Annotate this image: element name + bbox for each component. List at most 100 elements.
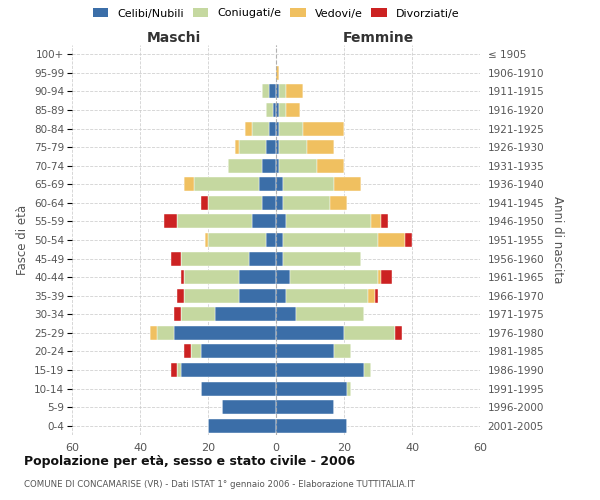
Bar [283,252,361,266]
Bar [269,122,276,136]
Bar [249,252,276,266]
Bar [317,159,344,172]
Bar [276,159,280,172]
Bar [194,178,259,191]
Bar [239,270,276,284]
Bar [276,308,296,322]
Bar [276,252,283,266]
Bar [235,140,239,154]
Bar [276,419,347,432]
Bar [286,289,368,302]
Bar [276,103,280,117]
Bar [283,178,334,191]
Bar [280,140,307,154]
Bar [276,233,283,247]
Bar [276,66,280,80]
Bar [378,233,405,247]
Bar [374,289,378,302]
Text: Femmine: Femmine [343,31,413,45]
Bar [184,270,239,284]
Bar [378,270,382,284]
Text: Maschi: Maschi [147,31,201,45]
Bar [181,270,184,284]
Bar [266,140,276,154]
Bar [208,196,262,210]
Bar [276,140,280,154]
Bar [303,122,344,136]
Bar [307,140,334,154]
Y-axis label: Anni di nascita: Anni di nascita [551,196,564,284]
Bar [280,159,317,172]
Bar [286,103,300,117]
Bar [276,400,334,414]
Bar [208,419,276,432]
Bar [331,196,347,210]
Bar [215,308,276,322]
Bar [174,308,181,322]
Bar [296,308,364,322]
Bar [280,103,286,117]
Bar [181,252,249,266]
Bar [334,178,361,191]
Bar [272,103,276,117]
Bar [276,122,280,136]
Bar [405,233,412,247]
Bar [178,214,252,228]
Bar [221,400,276,414]
Bar [252,122,269,136]
Bar [269,84,276,98]
Bar [150,326,157,340]
Bar [266,103,272,117]
Bar [252,214,276,228]
Bar [334,344,351,358]
Bar [266,233,276,247]
Bar [276,382,347,396]
Bar [371,214,382,228]
Bar [170,252,181,266]
Bar [286,214,371,228]
Bar [178,289,184,302]
Bar [191,344,201,358]
Bar [181,363,276,377]
Bar [280,122,303,136]
Bar [181,308,215,322]
Bar [382,270,392,284]
Legend: Celibi/Nubili, Coniugati/e, Vedovi/e, Divorziati/e: Celibi/Nubili, Coniugati/e, Vedovi/e, Di… [93,8,459,18]
Bar [283,233,378,247]
Bar [157,326,174,340]
Bar [178,363,181,377]
Text: Popolazione per età, sesso e stato civile - 2006: Popolazione per età, sesso e stato civil… [24,455,355,468]
Bar [276,214,286,228]
Text: COMUNE DI CONCAMARISE (VR) - Dati ISTAT 1° gennaio 2006 - Elaborazione TUTTITALI: COMUNE DI CONCAMARISE (VR) - Dati ISTAT … [24,480,415,489]
Bar [229,159,262,172]
Bar [262,84,269,98]
Bar [164,214,178,228]
Bar [208,233,266,247]
Bar [276,326,344,340]
Bar [276,196,283,210]
Bar [276,270,290,284]
Bar [283,196,331,210]
Bar [290,270,378,284]
Bar [239,289,276,302]
Bar [170,363,178,377]
Bar [201,382,276,396]
Bar [184,178,194,191]
Bar [286,84,303,98]
Bar [184,289,239,302]
Bar [239,140,266,154]
Bar [364,363,371,377]
Bar [276,363,364,377]
Bar [276,84,280,98]
Bar [276,344,334,358]
Bar [259,178,276,191]
Bar [344,326,395,340]
Bar [184,344,191,358]
Bar [368,289,374,302]
Bar [201,344,276,358]
Bar [347,382,351,396]
Bar [245,122,252,136]
Bar [382,214,388,228]
Bar [174,326,276,340]
Bar [395,326,402,340]
